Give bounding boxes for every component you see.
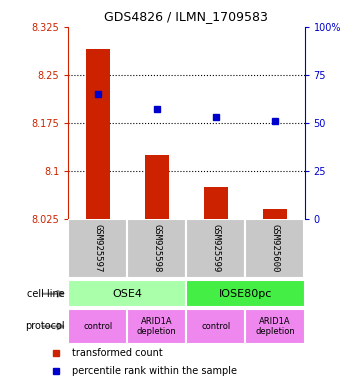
Text: GSM925599: GSM925599 [211,225,220,273]
Bar [68,280,187,307]
Text: ARID1A
depletion: ARID1A depletion [137,317,177,336]
Text: ARID1A
depletion: ARID1A depletion [255,317,295,336]
Bar [187,309,245,344]
Bar [145,155,169,219]
Text: GSM925598: GSM925598 [152,225,161,273]
Bar [86,49,110,219]
Bar [245,309,304,344]
Text: GSM925597: GSM925597 [93,225,102,273]
Bar [68,219,127,278]
Text: GSM925600: GSM925600 [271,225,279,273]
Bar [187,280,304,307]
Bar [263,209,287,219]
Text: transformed count: transformed count [72,348,163,358]
Bar [127,219,186,278]
Bar [187,219,245,278]
Bar [245,219,304,278]
Text: cell line: cell line [27,289,65,299]
Text: IOSE80pc: IOSE80pc [219,289,272,299]
Text: percentile rank within the sample: percentile rank within the sample [72,366,237,376]
Bar [127,309,186,344]
Text: control: control [83,322,112,331]
Text: protocol: protocol [25,321,65,331]
Text: control: control [201,322,231,331]
Bar [204,187,228,219]
Title: GDS4826 / ILMN_1709583: GDS4826 / ILMN_1709583 [104,10,268,23]
Bar [68,309,127,344]
Text: OSE4: OSE4 [112,289,142,299]
